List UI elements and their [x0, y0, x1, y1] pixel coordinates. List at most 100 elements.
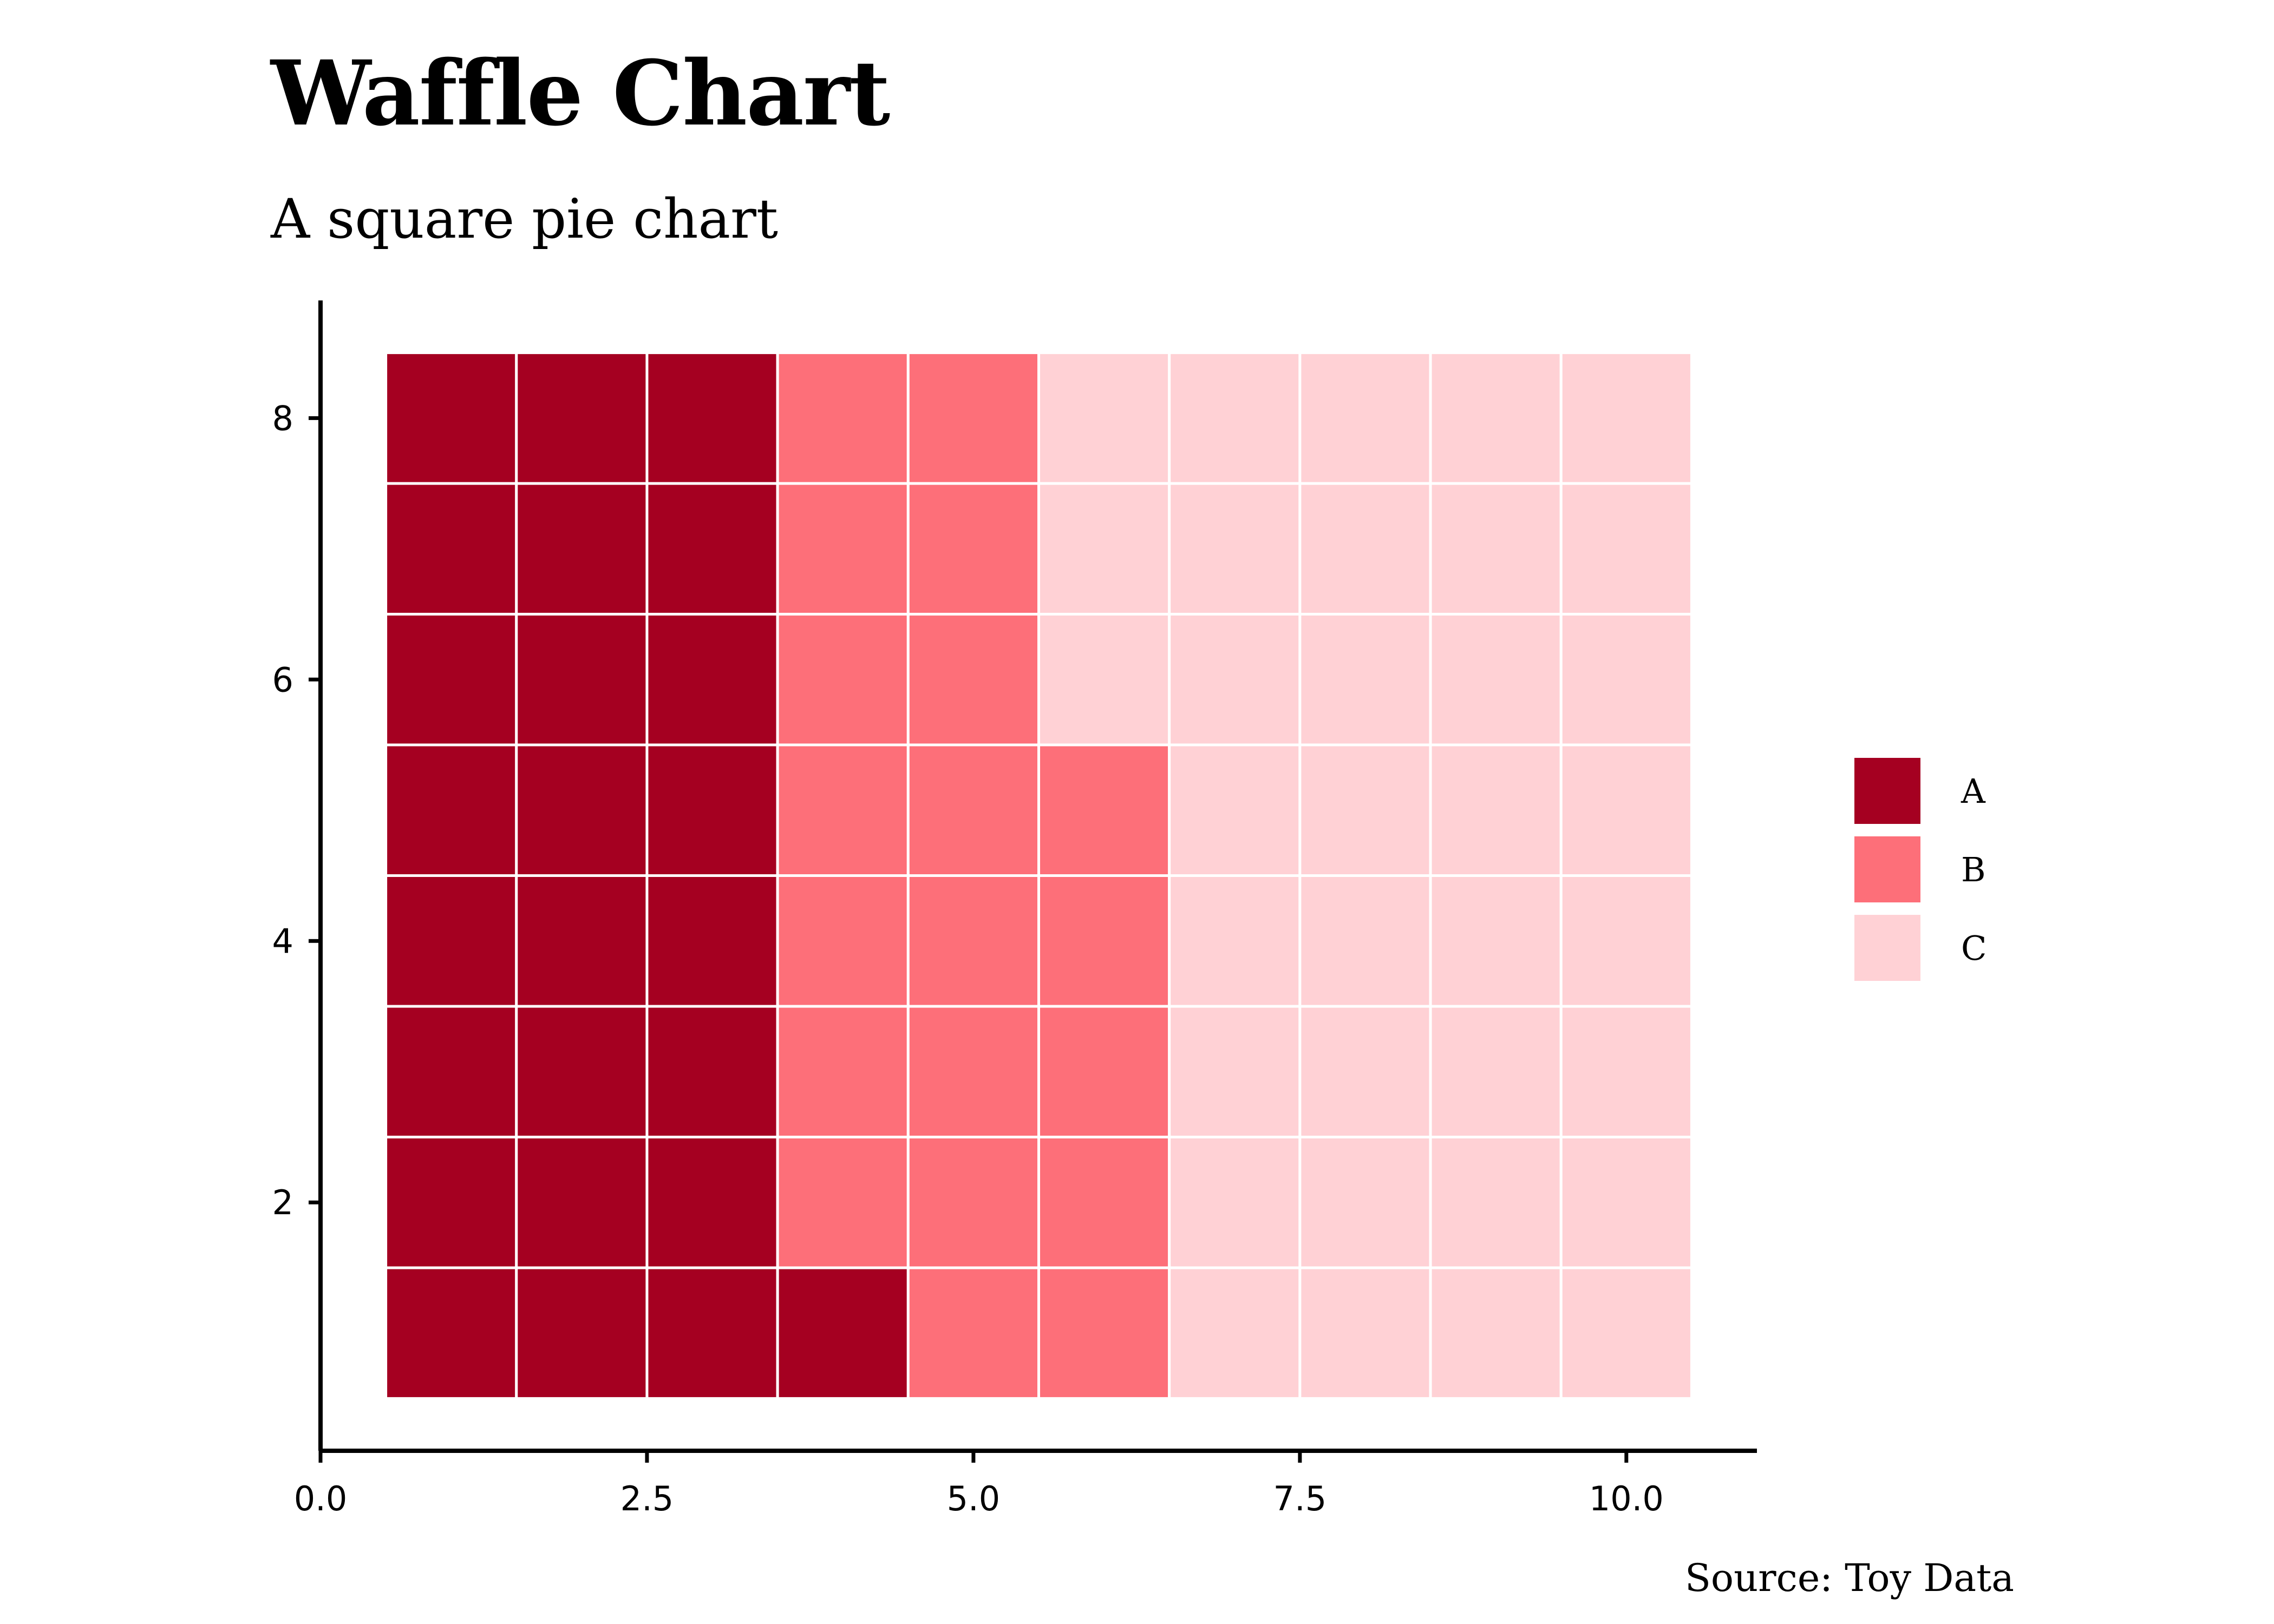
- waffle-cell-a: [645, 1135, 779, 1269]
- waffle-cell-c: [1559, 1135, 1693, 1269]
- chart-title: Waffle Chart: [271, 41, 890, 146]
- waffle-cell-c: [1559, 1266, 1693, 1400]
- waffle-cell-a: [515, 874, 649, 1008]
- y-tick-label: 6: [272, 660, 293, 699]
- waffle-cell-c: [1429, 1266, 1563, 1400]
- legend-label-c: C: [1961, 928, 1987, 968]
- waffle-cell-a: [384, 351, 518, 485]
- waffle-cell-c: [1037, 613, 1171, 746]
- waffle-cell-b: [906, 1005, 1041, 1138]
- waffle-cell-c: [1168, 1266, 1302, 1400]
- waffle-cell-a: [515, 482, 649, 616]
- legend: ABC: [1854, 758, 1987, 981]
- waffle-cell-b: [1037, 1135, 1171, 1269]
- waffle-cell-a: [645, 613, 779, 746]
- waffle-cell-b: [776, 1005, 910, 1138]
- x-tick-label: 7.5: [1273, 1479, 1327, 1518]
- waffle-cell-c: [1429, 874, 1563, 1008]
- waffle-cell-c: [1298, 1135, 1432, 1269]
- waffle-cell-c: [1559, 613, 1693, 746]
- waffle-cell-c: [1168, 1005, 1302, 1138]
- x-tick-label: 2.5: [620, 1479, 674, 1518]
- waffle-cell-b: [776, 482, 910, 616]
- waffle-cell-c: [1429, 1005, 1563, 1138]
- waffle-cell-c: [1298, 482, 1432, 616]
- waffle-cell-b: [906, 874, 1041, 1008]
- waffle-cell-b: [776, 351, 910, 485]
- waffle-cell-a: [645, 743, 779, 877]
- waffle-cell-b: [1037, 1005, 1171, 1138]
- waffle-cell-a: [515, 743, 649, 877]
- waffle-cell-a: [384, 1005, 518, 1138]
- chart-caption: Source: Toy Data: [1684, 1556, 2014, 1600]
- waffle-cell-b: [906, 482, 1041, 616]
- y-tick-label: 8: [272, 398, 293, 438]
- waffle-cell-a: [515, 1266, 649, 1400]
- waffle-cell-c: [1298, 613, 1432, 746]
- waffle-cell-c: [1429, 613, 1563, 746]
- waffle-cell-c: [1429, 351, 1563, 485]
- y-tick-label: 4: [272, 921, 293, 961]
- legend-key-a: [1854, 758, 1920, 824]
- legend-key-c: [1854, 915, 1920, 981]
- waffle-cell-a: [645, 351, 779, 485]
- x-tick-label: 10.0: [1589, 1479, 1664, 1518]
- y-tick-label: 2: [272, 1183, 293, 1222]
- waffle-cell-c: [1429, 482, 1563, 616]
- waffle-cell-a: [645, 1005, 779, 1138]
- waffle-cell-a: [645, 1266, 779, 1400]
- waffle-cell-c: [1298, 743, 1432, 877]
- waffle-cell-a: [384, 1135, 518, 1269]
- waffle-cell-b: [906, 351, 1041, 485]
- waffle-cell-b: [906, 743, 1041, 877]
- waffle-cell-a: [515, 1005, 649, 1138]
- waffle-cell-b: [906, 613, 1041, 746]
- waffle-cells: [384, 351, 1693, 1400]
- waffle-cell-c: [1168, 482, 1302, 616]
- waffle-cell-b: [1037, 743, 1171, 877]
- waffle-cell-c: [1298, 1266, 1432, 1400]
- waffle-cell-b: [906, 1266, 1041, 1400]
- waffle-cell-a: [645, 482, 779, 616]
- waffle-cell-c: [1168, 743, 1302, 877]
- waffle-cell-c: [1298, 1005, 1432, 1138]
- waffle-cell-c: [1037, 482, 1171, 616]
- waffle-cell-b: [1037, 874, 1171, 1008]
- waffle-cell-a: [384, 874, 518, 1008]
- waffle-cell-a: [515, 351, 649, 485]
- waffle-cell-a: [515, 1135, 649, 1269]
- waffle-cell-c: [1037, 351, 1171, 485]
- waffle-cell-a: [515, 613, 649, 746]
- waffle-cell-a: [384, 1266, 518, 1400]
- waffle-cell-c: [1559, 351, 1693, 485]
- waffle-cell-b: [776, 874, 910, 1008]
- waffle-cell-c: [1168, 1135, 1302, 1269]
- waffle-cell-c: [1559, 874, 1693, 1008]
- waffle-cell-b: [776, 743, 910, 877]
- waffle-cell-c: [1429, 743, 1563, 877]
- waffle-cell-a: [384, 482, 518, 616]
- waffle-cell-b: [906, 1135, 1041, 1269]
- legend-label-b: B: [1961, 850, 1986, 889]
- axes: 0.0 2.5 5.0 7.5 10.0 2 4 6 8: [272, 300, 1757, 1518]
- waffle-cell-a: [776, 1266, 910, 1400]
- legend-key-b: [1854, 836, 1920, 902]
- waffle-cell-c: [1168, 613, 1302, 746]
- waffle-cell-c: [1168, 351, 1302, 485]
- x-tick-label: 0.0: [294, 1479, 348, 1518]
- waffle-cell-c: [1559, 1005, 1693, 1138]
- waffle-cell-c: [1298, 351, 1432, 485]
- waffle-cell-b: [776, 613, 910, 746]
- chart-subtitle: A square pie chart: [271, 187, 779, 251]
- waffle-cell-c: [1559, 482, 1693, 616]
- waffle-cell-a: [384, 743, 518, 877]
- waffle-cell-c: [1168, 874, 1302, 1008]
- waffle-cell-b: [1037, 1266, 1171, 1400]
- waffle-cell-c: [1559, 743, 1693, 877]
- waffle-cell-c: [1429, 1135, 1563, 1269]
- x-tick-label: 5.0: [947, 1479, 1001, 1518]
- waffle-cell-b: [776, 1135, 910, 1269]
- legend-label-a: A: [1961, 771, 1986, 811]
- waffle-cell-a: [384, 613, 518, 746]
